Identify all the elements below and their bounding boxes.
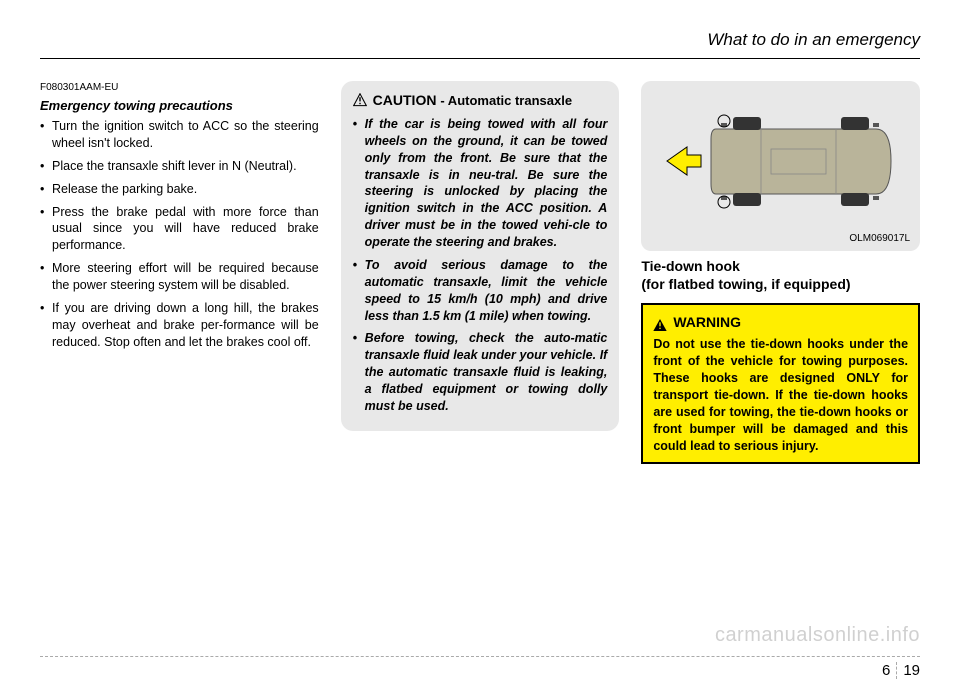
page-section-num: 6: [882, 662, 897, 679]
list-item: Release the parking bake.: [40, 181, 319, 198]
caution-label: CAUTION: [373, 92, 437, 108]
caution-icon: [353, 93, 367, 107]
section-header: What to do in an emergency: [40, 30, 920, 59]
page-num: 19: [903, 662, 920, 679]
caution-list: If the car is being towed with all four …: [353, 116, 608, 415]
precautions-list: Turn the ignition switch to ACC so the s…: [40, 118, 319, 351]
caution-sub: - Automatic transaxle: [440, 93, 572, 108]
manual-page: What to do in an emergency F080301AAM-EU…: [0, 0, 960, 689]
warning-body: Do not use the tie-down hooks under the …: [653, 336, 908, 454]
caution-header: CAUTION - Automatic transaxle: [353, 91, 608, 110]
page-number: 6 19: [882, 662, 920, 679]
car-underside-icon: [661, 99, 901, 229]
doc-code: F080301AAM-EU: [40, 81, 319, 95]
section-title: What to do in an emergency: [707, 30, 920, 49]
column-3: OLM069017L Tie-down hook (for flatbed to…: [641, 81, 920, 464]
content-columns: F080301AAM-EU Emergency towing precautio…: [40, 81, 920, 464]
column-1: F080301AAM-EU Emergency towing precautio…: [40, 81, 319, 464]
warning-icon: [653, 317, 667, 329]
list-item: Before towing, check the auto-matic tran…: [353, 330, 608, 414]
list-item: Turn the ignition switch to ACC so the s…: [40, 118, 319, 152]
precautions-subtitle: Emergency towing precautions: [40, 97, 319, 115]
list-item: Press the brake pedal with more force th…: [40, 204, 319, 255]
footer-divider: [40, 656, 920, 657]
warning-box: WARNING Do not use the tie-down hooks un…: [641, 303, 920, 464]
watermark-text: carmanualsonline.info: [715, 624, 920, 647]
list-item: More steering effort will be required be…: [40, 260, 319, 294]
list-item: If the car is being towed with all four …: [353, 116, 608, 251]
list-item: Place the transaxle shift lever in N (Ne…: [40, 158, 319, 175]
caution-box: CAUTION - Automatic transaxle If the car…: [341, 81, 620, 431]
warning-label: WARNING: [673, 313, 741, 332]
list-item: To avoid serious damage to the automatic…: [353, 257, 608, 325]
column-2: CAUTION - Automatic transaxle If the car…: [341, 81, 620, 464]
warning-header: WARNING: [653, 313, 908, 332]
vehicle-diagram: OLM069017L: [641, 81, 920, 251]
list-item: If you are driving down a long hill, the…: [40, 300, 319, 351]
tie-down-title: Tie-down hook (for flatbed towing, if eq…: [641, 257, 920, 293]
diagram-code: OLM069017L: [849, 232, 910, 246]
